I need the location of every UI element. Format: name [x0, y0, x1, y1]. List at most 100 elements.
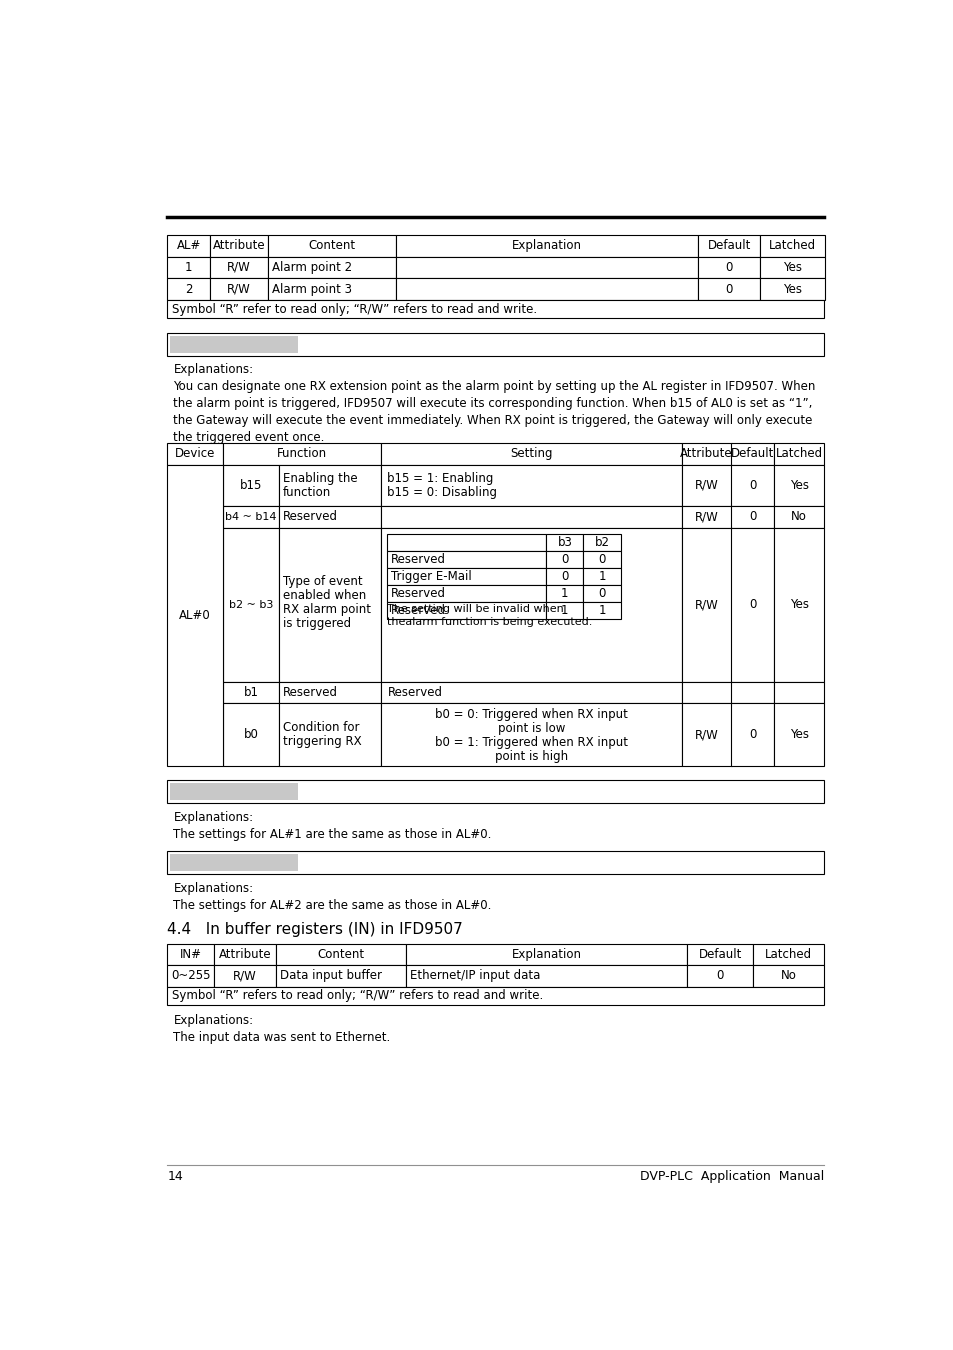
- Text: RX alarm point: RX alarm point: [282, 603, 371, 616]
- Text: AL#: AL#: [176, 239, 200, 252]
- Text: 0~255: 0~255: [171, 969, 210, 983]
- Bar: [223, 506, 278, 528]
- Bar: [167, 987, 823, 1006]
- Bar: [167, 443, 223, 464]
- Bar: [773, 682, 823, 703]
- Bar: [275, 944, 406, 965]
- Text: Trigger E-Mail: Trigger E-Mail: [391, 570, 472, 583]
- Text: Attribute: Attribute: [218, 948, 271, 961]
- Text: No: No: [781, 969, 796, 983]
- Text: Device: Device: [174, 447, 215, 460]
- Bar: [760, 235, 823, 256]
- Bar: [210, 235, 268, 256]
- Text: b2: b2: [594, 536, 609, 549]
- Bar: [546, 533, 583, 551]
- Bar: [681, 682, 731, 703]
- Text: b0 = 1: Triggered when RX input: b0 = 1: Triggered when RX input: [435, 736, 627, 749]
- Bar: [278, 682, 381, 703]
- Text: Setting: Setting: [510, 447, 552, 460]
- Text: Reserved: Reserved: [282, 686, 337, 699]
- Text: Alarm point 2: Alarm point 2: [272, 261, 352, 274]
- Text: Symbol “R” refer to read only; “R/W” refers to read and write.: Symbol “R” refer to read only; “R/W” ref…: [172, 302, 537, 316]
- Text: Content: Content: [308, 239, 355, 252]
- Bar: [387, 551, 546, 568]
- Bar: [395, 235, 698, 256]
- Bar: [698, 235, 760, 256]
- Bar: [731, 443, 773, 464]
- Bar: [731, 682, 773, 703]
- Bar: [406, 944, 686, 965]
- Bar: [381, 703, 681, 767]
- Text: Reserved: Reserved: [387, 686, 442, 699]
- Bar: [381, 443, 681, 464]
- Text: b15 = 0: Disabling: b15 = 0: Disabling: [387, 486, 497, 500]
- Bar: [381, 506, 681, 528]
- Bar: [381, 464, 681, 506]
- Text: 0: 0: [560, 570, 568, 583]
- Bar: [381, 682, 681, 703]
- Bar: [681, 528, 731, 682]
- Text: AL#0: AL#0: [179, 609, 211, 622]
- Bar: [681, 464, 731, 506]
- Bar: [681, 703, 731, 767]
- Text: Ethernet/IP input data: Ethernet/IP input data: [410, 969, 539, 983]
- Text: The input data was sent to Ethernet.: The input data was sent to Ethernet.: [173, 1031, 391, 1044]
- Text: Content: Content: [317, 948, 364, 961]
- Text: the triggered event once.: the triggered event once.: [173, 431, 325, 444]
- Bar: [760, 256, 823, 278]
- Bar: [546, 568, 583, 585]
- Text: b0 = 0: Triggered when RX input: b0 = 0: Triggered when RX input: [435, 709, 627, 721]
- Text: 1: 1: [598, 570, 605, 583]
- Text: function: function: [282, 486, 331, 500]
- Text: 1: 1: [560, 587, 568, 599]
- Bar: [698, 256, 760, 278]
- Text: R/W: R/W: [694, 598, 718, 612]
- Text: DVP-PLC  Application  Manual: DVP-PLC Application Manual: [639, 1170, 823, 1184]
- Text: b4 ~ b14: b4 ~ b14: [225, 512, 276, 522]
- Bar: [681, 506, 731, 528]
- Bar: [583, 533, 620, 551]
- Text: Yes: Yes: [789, 729, 808, 741]
- Bar: [387, 533, 546, 551]
- Bar: [171, 783, 298, 801]
- Text: Data input buffer: Data input buffer: [279, 969, 381, 983]
- Bar: [275, 965, 406, 987]
- Bar: [681, 443, 731, 464]
- Text: 1: 1: [185, 261, 193, 274]
- Text: 0: 0: [748, 510, 756, 524]
- Bar: [773, 528, 823, 682]
- Bar: [686, 944, 753, 965]
- Bar: [223, 528, 278, 682]
- Text: 14: 14: [167, 1170, 183, 1184]
- Bar: [583, 568, 620, 585]
- Bar: [278, 464, 381, 506]
- Text: is triggered: is triggered: [282, 617, 351, 629]
- Bar: [773, 703, 823, 767]
- Text: Latched: Latched: [775, 447, 822, 460]
- Text: Yes: Yes: [789, 479, 808, 491]
- Bar: [167, 464, 223, 767]
- Text: 0: 0: [748, 729, 756, 741]
- Text: The settings for AL#2 are the same as those in AL#0.: The settings for AL#2 are the same as th…: [173, 899, 492, 911]
- Text: Symbol “R” refers to read only; “R/W” refers to read and write.: Symbol “R” refers to read only; “R/W” re…: [172, 990, 542, 1003]
- Text: Default: Default: [707, 239, 750, 252]
- Text: Attribute: Attribute: [679, 447, 732, 460]
- Text: the Gateway will execute the event immediately. When RX point is triggered, the : the Gateway will execute the event immed…: [173, 414, 812, 427]
- Text: b15 = 1: Enabling: b15 = 1: Enabling: [387, 472, 494, 485]
- Text: Yes: Yes: [789, 598, 808, 612]
- Bar: [167, 278, 210, 300]
- Text: thealarm function is being executed.: thealarm function is being executed.: [387, 617, 592, 626]
- Bar: [213, 944, 275, 965]
- Bar: [546, 551, 583, 568]
- Text: Latched: Latched: [764, 948, 812, 961]
- Text: b15: b15: [239, 479, 262, 491]
- Bar: [223, 443, 381, 464]
- Text: R/W: R/W: [694, 729, 718, 741]
- Text: Latched: Latched: [768, 239, 815, 252]
- Text: 0: 0: [724, 282, 732, 296]
- Text: R/W: R/W: [227, 261, 251, 274]
- Bar: [268, 256, 395, 278]
- Text: 0: 0: [724, 261, 732, 274]
- Text: Default: Default: [698, 948, 741, 961]
- Bar: [171, 855, 298, 871]
